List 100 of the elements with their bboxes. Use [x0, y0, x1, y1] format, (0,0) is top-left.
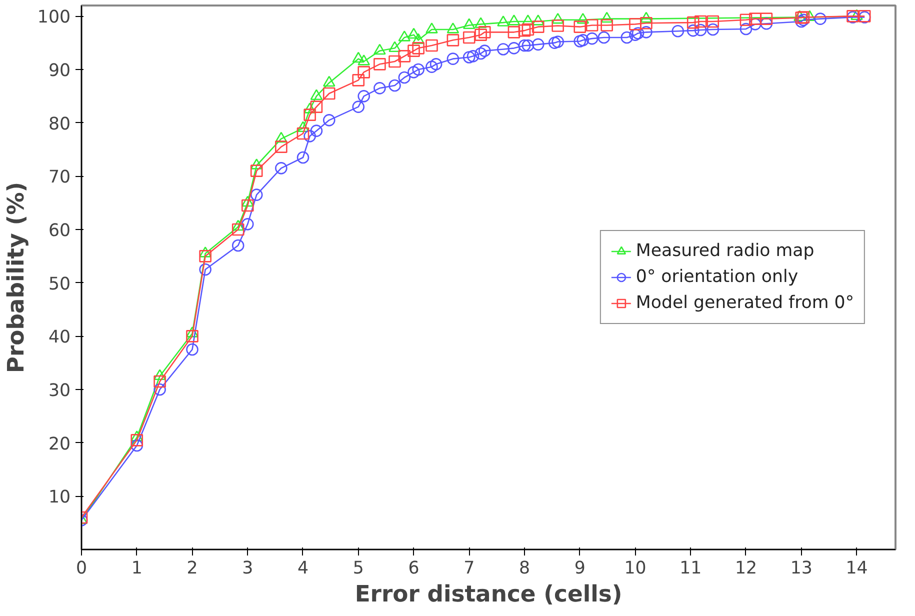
x-tick-label: 0	[76, 558, 88, 578]
point	[296, 127, 310, 140]
point	[508, 42, 520, 54]
x-tick-label: 8	[518, 558, 530, 578]
point	[322, 114, 336, 126]
point	[576, 34, 590, 46]
point	[304, 102, 316, 114]
point	[352, 74, 365, 86]
point	[598, 31, 610, 44]
point	[586, 19, 598, 32]
point	[749, 12, 762, 25]
point	[478, 26, 491, 38]
point	[358, 66, 370, 78]
point	[426, 22, 438, 34]
point	[694, 15, 707, 28]
point	[130, 430, 144, 442]
point	[620, 31, 634, 44]
point	[760, 17, 773, 30]
point	[296, 121, 310, 132]
legend-label: 0° orientation only	[636, 267, 798, 287]
point	[232, 220, 244, 231]
point	[576, 12, 590, 24]
point	[640, 16, 652, 30]
x-tick-label: 10	[624, 558, 646, 578]
point	[374, 82, 386, 94]
point	[740, 22, 752, 36]
point	[388, 55, 401, 68]
x-tick-label: 14	[846, 558, 868, 578]
point	[352, 100, 365, 113]
point	[462, 51, 476, 64]
point	[241, 218, 254, 230]
x-tick-label: 7	[464, 558, 475, 578]
x-tick-label: 9	[574, 558, 586, 578]
point	[398, 30, 411, 42]
point	[532, 38, 544, 51]
x-tick-label: 1	[131, 558, 142, 578]
y-tick-label: 40	[48, 328, 71, 348]
point	[398, 71, 411, 84]
point	[672, 24, 684, 38]
point	[600, 12, 613, 23]
point	[199, 250, 212, 262]
point	[130, 439, 144, 452]
point	[552, 12, 564, 24]
point	[430, 58, 442, 70]
point	[388, 41, 401, 52]
point	[241, 199, 254, 212]
point	[574, 20, 586, 33]
point	[497, 16, 510, 26]
point	[304, 108, 316, 121]
point	[310, 100, 323, 113]
point	[412, 33, 424, 44]
point	[740, 14, 752, 26]
point	[232, 239, 244, 252]
point	[629, 18, 642, 30]
x-axis-title: Error distance (cells)	[354, 582, 622, 608]
point	[352, 52, 365, 63]
y-axis-title: Probability (%)	[3, 182, 30, 374]
point	[446, 22, 460, 34]
x-tick-label: 5	[352, 558, 364, 578]
point	[154, 383, 166, 396]
point	[548, 36, 561, 49]
point	[474, 28, 487, 41]
y-tick-label: 10	[48, 488, 71, 508]
y-tick-label: 60	[48, 221, 71, 241]
point	[388, 79, 401, 92]
point	[686, 16, 700, 29]
y-tick-label: 30	[48, 381, 71, 401]
point	[408, 28, 420, 39]
point	[694, 24, 707, 36]
point	[186, 330, 198, 342]
point	[446, 52, 460, 65]
point	[426, 60, 438, 73]
point	[462, 18, 476, 30]
point	[275, 162, 288, 174]
y-tick-label: 70	[48, 168, 71, 188]
point	[275, 132, 288, 143]
x-tick-label: 2	[186, 558, 198, 578]
x-tick-label: 6	[408, 558, 420, 578]
point	[574, 35, 586, 48]
point	[532, 20, 544, 33]
point	[186, 326, 198, 338]
point	[310, 89, 323, 100]
point	[250, 188, 263, 201]
point	[466, 50, 480, 62]
point	[508, 14, 520, 26]
point	[408, 44, 420, 57]
point	[426, 39, 438, 52]
point	[358, 90, 370, 102]
point	[478, 44, 491, 57]
x-tick-label: 12	[734, 558, 758, 578]
point	[408, 66, 420, 78]
point	[398, 50, 411, 62]
point	[374, 44, 386, 55]
point	[322, 76, 336, 87]
point	[199, 246, 212, 258]
legend-label: Model generated from 0°	[636, 293, 854, 313]
point	[532, 14, 544, 26]
point	[232, 223, 244, 236]
point	[586, 32, 598, 45]
point	[749, 18, 762, 30]
